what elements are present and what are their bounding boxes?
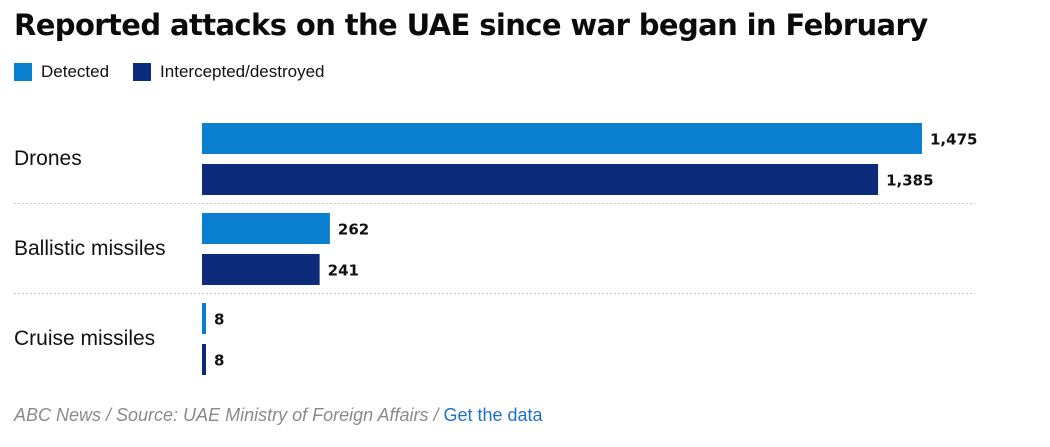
bar-drones-detected bbox=[202, 123, 922, 154]
legend-swatch-detected bbox=[14, 63, 32, 81]
get-the-data-link[interactable]: Get the data bbox=[443, 405, 543, 425]
category-label-ballistic-missiles: Ballistic missiles bbox=[14, 237, 166, 260]
chart-legend: Detected Intercepted/destroyed bbox=[14, 62, 349, 82]
bar-cruise-missiles-intercepted bbox=[202, 344, 206, 375]
legend-swatch-intercepted bbox=[133, 63, 152, 81]
category-label-drones: Drones bbox=[14, 147, 82, 170]
data-label-cruise-missiles-intercepted: 8 bbox=[214, 352, 224, 370]
data-label-ballistic-missiles-detected: 262 bbox=[338, 221, 369, 239]
legend-label-detected: Detected bbox=[41, 62, 110, 81]
data-label-drones-intercepted: 1,385 bbox=[886, 172, 933, 190]
category-label-cruise-missiles: Cruise missiles bbox=[14, 327, 155, 350]
bar-cruise-missiles-detected bbox=[202, 303, 206, 334]
chart-title: Reported attacks on the UAE since war be… bbox=[14, 8, 928, 42]
source-note: ABC News / Source: UAE Ministry of Forei… bbox=[14, 405, 439, 425]
chart-footer: ABC News / Source: UAE Ministry of Forei… bbox=[14, 405, 543, 426]
data-label-ballistic-missiles-intercepted: 241 bbox=[328, 262, 359, 280]
bar-drones-intercepted bbox=[202, 164, 879, 195]
legend-label-intercepted: Intercepted/destroyed bbox=[160, 62, 325, 81]
bar-ballistic-missiles-detected bbox=[202, 213, 330, 244]
legend-item-detected: Detected bbox=[14, 62, 109, 82]
data-label-drones-detected: 1,475 bbox=[930, 131, 977, 149]
legend-item-intercepted: Intercepted/destroyed bbox=[133, 62, 325, 82]
bar-ballistic-missiles-intercepted bbox=[202, 254, 320, 285]
data-label-cruise-missiles-detected: 8 bbox=[214, 311, 224, 329]
